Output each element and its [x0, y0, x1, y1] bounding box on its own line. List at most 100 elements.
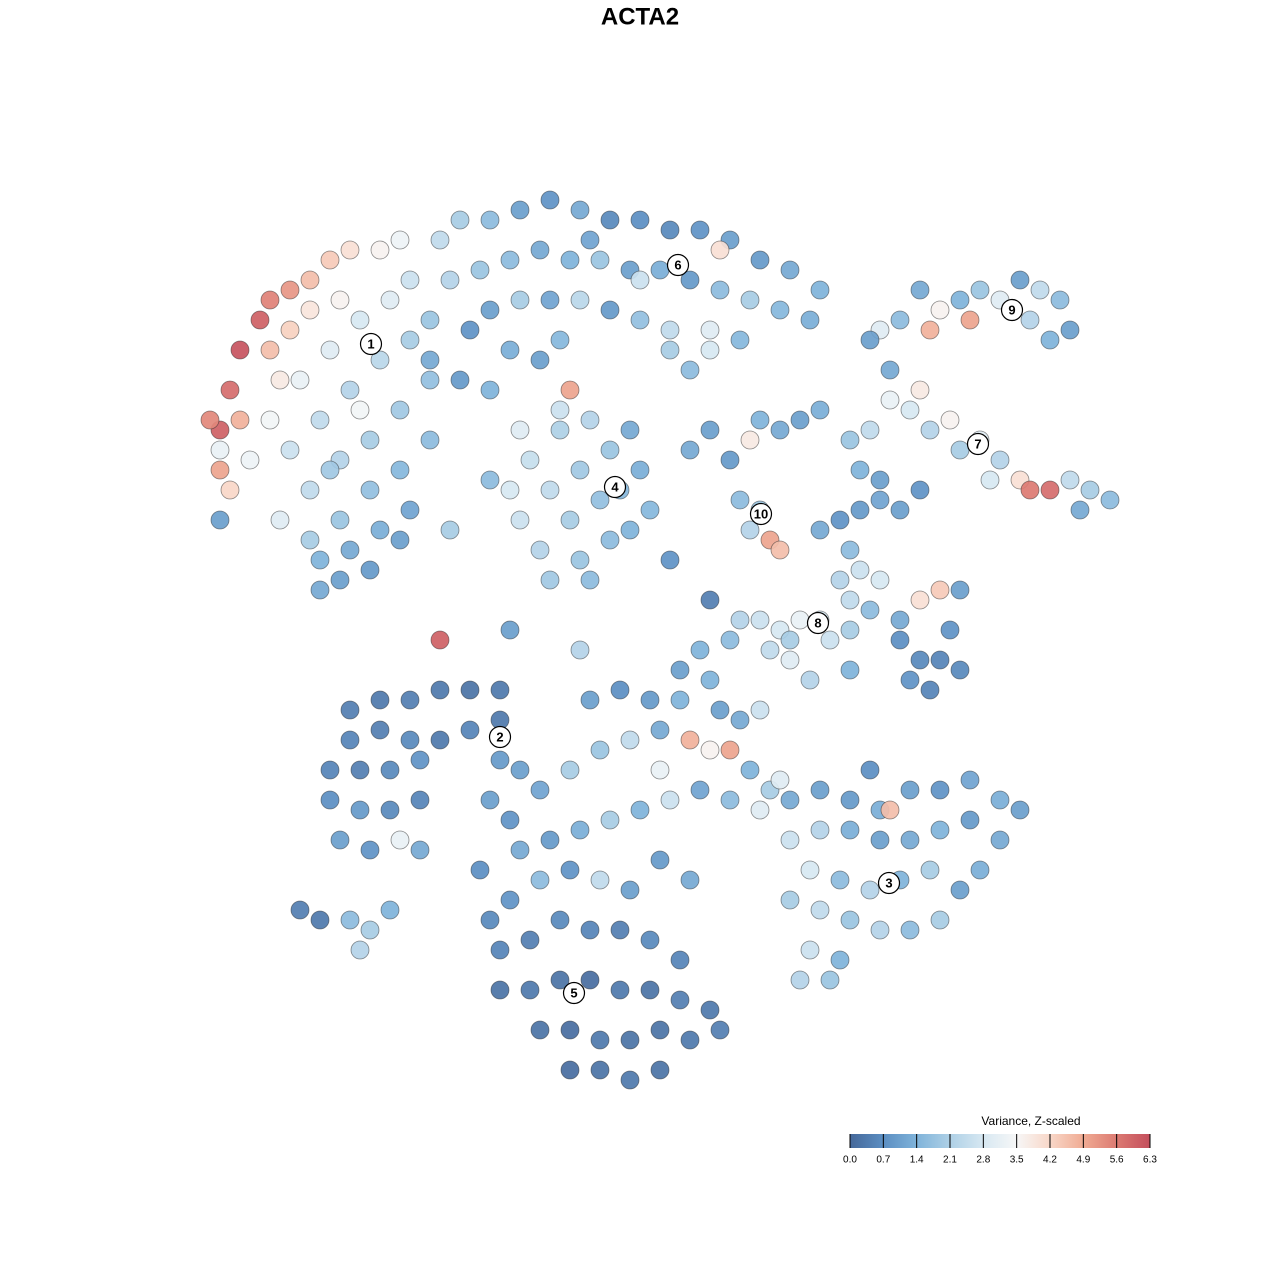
point: [500, 340, 520, 360]
point: [370, 520, 390, 540]
point: [660, 320, 680, 340]
point: [830, 570, 850, 590]
point: [600, 300, 620, 320]
point: [710, 280, 730, 300]
point: [230, 410, 250, 430]
point: [390, 400, 410, 420]
point: [550, 330, 570, 350]
point: [750, 610, 770, 630]
point: [820, 970, 840, 990]
point: [440, 270, 460, 290]
point: [650, 260, 670, 280]
point: [1050, 290, 1070, 310]
point: [510, 510, 530, 530]
point: [360, 560, 380, 580]
point: [650, 720, 670, 740]
point: [340, 240, 360, 260]
point: [430, 230, 450, 250]
point: [640, 690, 660, 710]
point: [420, 310, 440, 330]
point: [530, 240, 550, 260]
point: [810, 780, 830, 800]
point: [700, 320, 720, 340]
point: [530, 540, 550, 560]
point: [800, 670, 820, 690]
point: [640, 500, 660, 520]
point: [590, 740, 610, 760]
point: [420, 350, 440, 370]
point: [370, 720, 390, 740]
cluster-label: 9: [1008, 302, 1015, 317]
point: [450, 210, 470, 230]
point: [380, 900, 400, 920]
point: [580, 920, 600, 940]
point: [600, 210, 620, 230]
point: [1020, 480, 1040, 500]
point: [920, 680, 940, 700]
point: [360, 840, 380, 860]
point: [590, 250, 610, 270]
point: [960, 810, 980, 830]
point: [910, 590, 930, 610]
point: [870, 490, 890, 510]
point: [670, 660, 690, 680]
point: [390, 230, 410, 250]
point: [320, 790, 340, 810]
point: [310, 410, 330, 430]
point: [560, 380, 580, 400]
point: [260, 340, 280, 360]
point: [660, 340, 680, 360]
point: [800, 310, 820, 330]
point: [590, 1060, 610, 1080]
point: [460, 720, 480, 740]
point: [750, 250, 770, 270]
point: [940, 410, 960, 430]
point: [540, 190, 560, 210]
point: [630, 460, 650, 480]
point: [910, 480, 930, 500]
point: [680, 730, 700, 750]
point: [400, 730, 420, 750]
point: [660, 790, 680, 810]
point: [230, 340, 250, 360]
point: [530, 350, 550, 370]
point: [900, 670, 920, 690]
point: [320, 760, 340, 780]
point: [260, 410, 280, 430]
point: [750, 800, 770, 820]
point: [500, 810, 520, 830]
point: [700, 590, 720, 610]
point: [780, 630, 800, 650]
point: [870, 470, 890, 490]
point: [220, 480, 240, 500]
point: [840, 820, 860, 840]
point: [670, 950, 690, 970]
point: [720, 790, 740, 810]
point: [590, 490, 610, 510]
point: [910, 380, 930, 400]
point: [380, 760, 400, 780]
point: [740, 430, 760, 450]
point: [500, 250, 520, 270]
point: [790, 610, 810, 630]
point: [360, 920, 380, 940]
colorbar-tick-label: 2.8: [976, 1155, 990, 1166]
point: [770, 770, 790, 790]
point: [480, 300, 500, 320]
point: [480, 910, 500, 930]
point: [720, 630, 740, 650]
cluster-label: 6: [674, 257, 681, 272]
point: [620, 520, 640, 540]
point: [550, 910, 570, 930]
point: [640, 980, 660, 1000]
point: [880, 390, 900, 410]
point: [930, 300, 950, 320]
point: [670, 990, 690, 1010]
point: [520, 450, 540, 470]
point: [340, 540, 360, 560]
point: [410, 790, 430, 810]
point: [600, 440, 620, 460]
cluster-label: 4: [611, 479, 619, 494]
point: [840, 590, 860, 610]
point: [780, 890, 800, 910]
